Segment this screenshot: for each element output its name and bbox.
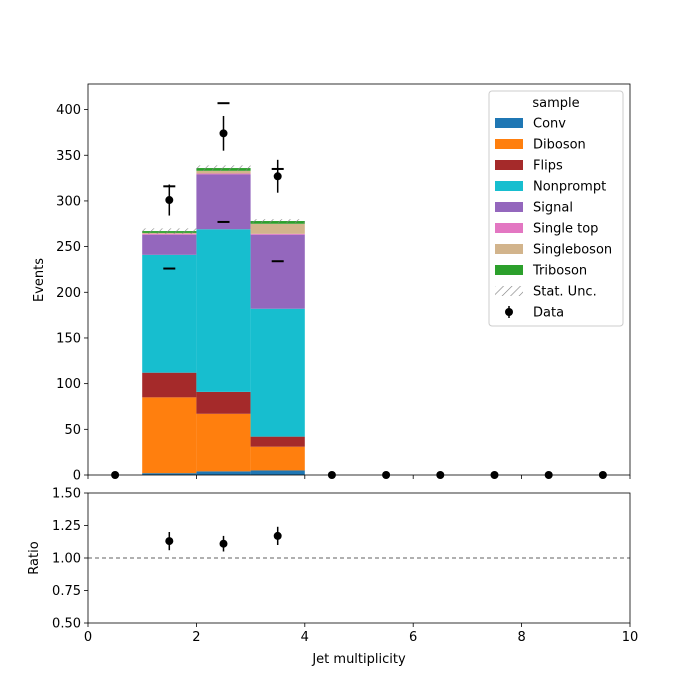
y-tick-label: 350 [56,149,81,164]
ratio-y-tick-label: 1.00 [52,552,81,567]
ratio-panel: 0.50 0.75 1.00 1.25 1.50 0 2 4 6 8 10 Ratio Jet m… [27,487,638,668]
bar-singleboson-bin-2 [196,170,251,174]
stat-unc-band-bin-3 [250,219,305,223]
bar-single-top-bin-2 [196,173,251,175]
bar-flips-bin-1 [142,372,197,398]
legend-entry-data: Data [505,306,564,321]
legend-entry-singleboson: Singleboson [495,243,612,258]
ratio-y-tick-label: 1.50 [52,487,81,502]
bar-conv-bin-1 [142,473,197,475]
x-tick-label: 2 [192,630,200,645]
ratio-y-axis-label: Ratio [27,541,42,574]
main-y-ticks: 0 50 100 150 200 250 300 350 400 [56,103,88,484]
svg-text:Conv: Conv [533,117,566,132]
ratio-y-tick-label: 1.25 [52,519,81,534]
ratio-point-1 [219,535,228,552]
x-tick-label: 10 [622,630,639,645]
legend-entry-stat-unc: Stat. Unc. [495,285,597,300]
stacked-bars [142,168,305,475]
x-tick-label: 6 [409,630,417,645]
svg-text:Nonprompt: Nonprompt [533,180,606,195]
y-tick-label: 0 [73,469,81,484]
bar-diboson-bin-1 [142,397,197,474]
svg-text:Data: Data [533,306,564,321]
bar-diboson-bin-3 [250,446,305,471]
bar-signal-bin-3 [250,234,305,309]
svg-text:Flips: Flips [533,159,563,174]
svg-text:Stat. Unc.: Stat. Unc. [533,285,597,300]
ratio-point-0 [165,532,174,551]
bar-nonprompt-bin-2 [196,229,251,392]
bar-single-top-bin-1 [142,233,197,235]
x-tick-label: 0 [84,630,92,645]
y-tick-label: 150 [56,331,81,346]
legend-entry-conv: Conv [495,117,566,132]
y-tick-label: 100 [56,377,81,392]
y-tick-label: 200 [56,286,81,301]
bar-nonprompt-bin-1 [142,254,197,373]
ratio-point-2 [273,526,282,545]
ratio-y-tick-label: 0.50 [52,617,81,632]
y-tick-label: 250 [56,240,81,255]
legend-entry-flips: Flips [495,159,563,174]
data-point-3 [273,159,282,193]
bar-conv-bin-3 [250,470,305,475]
ratio-y-tick-label: 0.75 [52,584,81,599]
legend-entry-diboson: Diboson [495,138,586,153]
main-axes-frame [87,83,631,476]
bar-flips-bin-3 [250,436,305,447]
x-axis-label: Jet multiplicity [311,652,406,667]
bar-conv-bin-2 [196,471,251,475]
svg-text:Diboson: Diboson [533,138,586,153]
stat-uncertainty-bands [142,165,305,234]
main-y-axis-label: Events [32,258,47,302]
legend-entry-triboson: Triboson [495,264,587,279]
data-point-1 [165,184,174,216]
legend-title: sample [532,96,579,111]
main-x-ticks [87,475,631,479]
ratio-x-ticks: 0 2 4 6 8 10 [84,623,638,645]
ratio-points [165,526,282,552]
bar-single-top-bin-3 [250,233,305,235]
bar-signal-bin-2 [196,174,251,230]
legend-entry-single-top: Single top [495,222,598,237]
y-tick-label: 400 [56,103,81,118]
bar-flips-bin-2 [196,391,251,414]
svg-text:Single top: Single top [533,222,598,237]
svg-text:Signal: Signal [533,201,573,216]
y-tick-label: 50 [64,423,81,438]
bar-singleboson-bin-3 [250,223,305,234]
ratio-axes-frame [87,492,631,624]
legend: sample Conv Diboson Flips Nonprompt Signal Si… [488,90,624,327]
svg-text:Singleboson: Singleboson [533,243,612,258]
x-tick-label: 4 [301,630,309,645]
bar-signal-bin-1 [142,234,197,255]
bar-nonprompt-bin-3 [250,308,305,437]
ratio-y-ticks: 0.50 0.75 1.00 1.25 1.50 [52,487,88,632]
main-panel: 0 50 100 150 200 250 300 350 400 Events sample C… [32,83,631,484]
data-points [111,115,607,479]
legend-entry-nonprompt: Nonprompt [495,180,606,195]
data-point-2 [219,115,228,151]
legend-entry-signal: Signal [495,201,573,216]
y-tick-label: 300 [56,194,81,209]
x-tick-label: 8 [517,630,525,645]
stat-unc-band-bin-2 [196,165,251,171]
bar-diboson-bin-2 [196,413,251,472]
legend-entries: Conv Diboson Flips Nonprompt Signal Single to… [495,117,612,321]
stat-unc-band-bin-1 [142,228,197,234]
svg-text:Triboson: Triboson [532,264,587,279]
